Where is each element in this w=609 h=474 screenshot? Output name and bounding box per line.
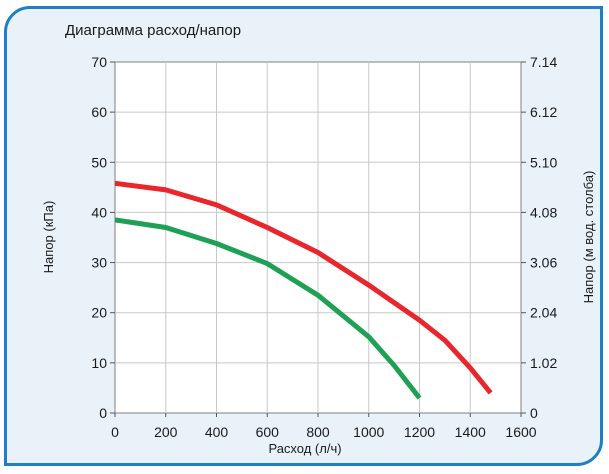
y2-axis-label: Напор (м вод. столба) (581, 171, 596, 304)
y-tick-label: 50 (91, 154, 107, 170)
x-axis-label: Расход (л/ч) (268, 441, 341, 456)
x-tick-label: 800 (306, 424, 330, 440)
y-tick-label: 30 (91, 255, 107, 271)
y2-tick-label: 1.02 (530, 355, 557, 371)
x-tick-label: 400 (205, 424, 229, 440)
x-tick-label: 600 (256, 424, 280, 440)
y2-tick-label: 4.08 (530, 204, 557, 220)
y-tick-label: 40 (91, 204, 107, 220)
chart-title: Диаграмма расход/напор (65, 22, 241, 39)
y2-tick-label: 7.14 (530, 54, 557, 70)
y-tick-label: 0 (99, 405, 107, 421)
x-tick-label: 1400 (455, 424, 486, 440)
y2-tick-label: 5.10 (530, 154, 557, 170)
series-line-2 (114, 217, 422, 400)
series-line-1 (114, 180, 493, 395)
y2-tick-label: 6.12 (530, 104, 557, 120)
x-tick-label: 1600 (505, 424, 536, 440)
x-tick-label: 200 (154, 424, 178, 440)
y2-tick-label: 3.06 (530, 255, 557, 271)
y-tick-label: 20 (91, 305, 107, 321)
x-tick-label: 1200 (404, 424, 435, 440)
chart-frame: Диаграмма расход/напор 0 200 400 600 800 1000… (4, 6, 603, 466)
y2-tick-label: 0 (530, 405, 538, 421)
y-tick-label: 60 (91, 104, 107, 120)
x-tick-label: 1000 (353, 424, 384, 440)
y-tick-label: 70 (91, 54, 107, 70)
y-axis-label: Напор (кПа) (41, 201, 56, 274)
y2-tick-label: 2.04 (530, 305, 557, 321)
x-tick-label: 0 (111, 424, 119, 440)
plot-area: 0 200 400 600 800 1000 1200 1400 160001020304050… (91, 54, 557, 440)
chart-svg: Диаграмма расход/напор 0 200 400 600 800 1000… (41, 22, 596, 456)
y-tick-label: 10 (91, 355, 107, 371)
